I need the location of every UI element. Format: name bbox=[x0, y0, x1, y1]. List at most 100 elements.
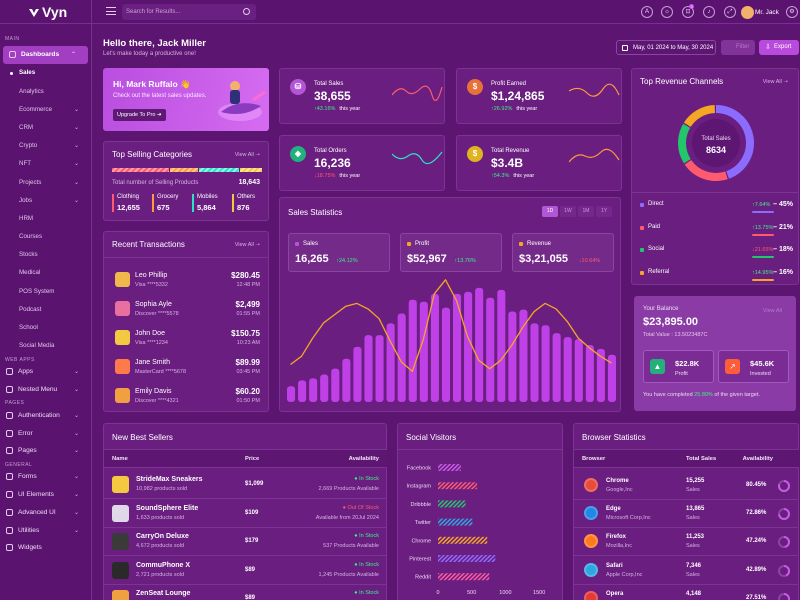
sidebar-subitem-hrm[interactable]: HRM bbox=[0, 209, 91, 227]
card-title: Top Revenue Channels bbox=[640, 77, 724, 86]
channel-paid[interactable]: Paid ↑13.75% – 21% bbox=[632, 222, 799, 242]
sidebar-item-error[interactable]: Error ⌄ bbox=[0, 424, 91, 442]
table-row[interactable]: CommuPhone X 2,721 products sold $89 ● In S… bbox=[104, 559, 387, 585]
stat-card-total-orders[interactable]: ◈ Total Orders 16,236 ↓18.75% this year bbox=[279, 135, 445, 191]
view-all-link[interactable]: View All ➝ bbox=[234, 152, 260, 158]
transaction-row[interactable]: Leo Phillip Visa ****5332 $280.45 12:48 PM bbox=[104, 270, 270, 292]
cart-badge: 3 bbox=[689, 4, 694, 9]
browser-name: Edge bbox=[606, 506, 621, 513]
table-row[interactable]: Chrome Google,Inc 15,255 Sales 80.45% bbox=[574, 474, 799, 500]
sidebar-subitem-pos-system[interactable]: POS System bbox=[0, 282, 91, 300]
table-header: Browser Total Sales Availability bbox=[574, 449, 799, 468]
product-sold: 1,633 products sold bbox=[136, 514, 185, 521]
category-others: Others 876 bbox=[232, 194, 255, 212]
channel-pct: – 45% bbox=[773, 201, 793, 208]
sidebar-subitem-podcast[interactable]: Podcast bbox=[0, 300, 91, 318]
sidebar-item-apps[interactable]: Apps ⌄ bbox=[0, 363, 91, 381]
channel-social[interactable]: Social ↓21.65% – 18% bbox=[632, 244, 799, 264]
sidebar-subitem-medical[interactable]: Medical bbox=[0, 264, 91, 282]
browser-sales: 13,865 bbox=[686, 506, 705, 513]
apps-icon bbox=[6, 368, 13, 376]
social-label-chrome: Chrome bbox=[411, 538, 431, 544]
channel-name: Referral bbox=[648, 268, 670, 275]
social-label-instagram: Instagram bbox=[407, 484, 432, 490]
sidebar-subitem-nft[interactable]: NFT ⌄ bbox=[0, 155, 91, 173]
sparkline bbox=[569, 148, 620, 163]
view-all-link[interactable]: View All ➝ bbox=[762, 79, 788, 85]
theme-icon[interactable]: ☼ bbox=[661, 6, 673, 18]
search-input[interactable]: Search for Results... bbox=[122, 4, 256, 20]
menu-toggle-icon[interactable] bbox=[106, 7, 116, 15]
transaction-row[interactable]: Emily Davis Discover ****4321 $60.20 01:50 … bbox=[104, 386, 270, 408]
sidebar-subitem-stocks[interactable]: Stocks bbox=[0, 246, 91, 264]
brand-logo[interactable]: Vyn bbox=[0, 0, 91, 24]
stat-card-profit-earned[interactable]: $ Profit Earned $1,24,865 ↑26.92% this year bbox=[456, 68, 622, 124]
sidebar-item-pages[interactable]: Pages ⌄ bbox=[0, 442, 91, 460]
stat-period: this year bbox=[339, 106, 361, 112]
sidebar-item-dashboards[interactable]: Dashboards ⌃ bbox=[3, 46, 88, 64]
transaction-row[interactable]: Sophia Ayle Discover ****5578 $2,499 01:55 … bbox=[104, 299, 270, 321]
table-row[interactable]: StrideMax Sneakers 10,982 products sold $1… bbox=[104, 473, 387, 499]
filter-button[interactable]: Filter bbox=[721, 40, 755, 55]
stat-card-total-sales[interactable]: ⛁ Total Sales 38,655 ↑43.16% this year bbox=[279, 68, 445, 124]
sales-box-value: $3,21,055 bbox=[519, 253, 568, 265]
sidebar-subitem-projects[interactable]: Projects ⌄ bbox=[0, 173, 91, 191]
settings-icon[interactable]: ⚙ bbox=[786, 6, 798, 18]
sidebar-item-advanced[interactable]: Advanced UI ⌄ bbox=[0, 503, 91, 521]
browser-org: Apple Corp,Inc bbox=[606, 571, 643, 578]
total-products-value: 18,643 bbox=[238, 179, 260, 186]
stat-card-total-revenue[interactable]: $ Total Revenue $3.4B ↑54.3% this year bbox=[456, 135, 622, 191]
sidebar-item-utilities[interactable]: Utilities ⌄ bbox=[0, 521, 91, 539]
table-row[interactable]: CarryOn Deluxe 4,672 products sold $179 ● I… bbox=[104, 530, 387, 556]
sidebar-subitem-crm[interactable]: CRM ⌄ bbox=[0, 118, 91, 136]
sidebar-subitem-school[interactable]: School bbox=[0, 318, 91, 336]
transaction-row[interactable]: John Doe Visa ****1234 $150.75 10:23 AM bbox=[104, 328, 270, 350]
transaction-row[interactable]: Jane Smith MasterCard ****5678 $89.99 03:45… bbox=[104, 357, 270, 379]
date-range-picker[interactable]: May, 01 2024 to May, 30 2024 bbox=[616, 40, 716, 55]
search-placeholder: Search for Results... bbox=[126, 9, 181, 15]
avatar[interactable] bbox=[741, 6, 754, 19]
sidebar-subitem-analytics[interactable]: Analytics bbox=[0, 82, 91, 100]
table-row[interactable]: Firefox Mozilla,Inc 11,253 Sales 47.24% bbox=[574, 530, 799, 557]
profit-box: ▲ $22.8K Profit bbox=[643, 350, 714, 383]
table-row[interactable]: OperaOpera,Inc4,148Sales27.51% bbox=[574, 587, 799, 600]
sidebar-item-forms[interactable]: Forms ⌄ bbox=[0, 468, 91, 486]
search-icon[interactable] bbox=[243, 8, 250, 15]
view-all-link[interactable]: View All bbox=[763, 308, 782, 314]
channel-direct[interactable]: Direct ↑7.64% – 45% bbox=[632, 199, 799, 219]
table-row[interactable]: Edge Microsoft Corp,Inc 13,865 Sales 72.86% bbox=[574, 502, 799, 529]
channel-name: Direct bbox=[648, 201, 664, 207]
export-button[interactable]: ⇩ Export bbox=[759, 40, 799, 55]
translate-icon[interactable]: A bbox=[641, 6, 653, 18]
sidebar-subitem-jobs[interactable]: Jobs ⌄ bbox=[0, 191, 91, 209]
table-row[interactable]: ZenSeat Lounge1,... products sold$89● In… bbox=[104, 587, 387, 600]
bell-icon[interactable]: ♪ bbox=[703, 6, 715, 18]
sidebar-item-widgets[interactable]: Widgets bbox=[0, 539, 91, 557]
upgrade-button[interactable]: Upgrade To Pro ➜ bbox=[113, 109, 166, 121]
sidebar-subitem-ecommerce[interactable]: Ecommerce ⌄ bbox=[0, 100, 91, 118]
table-header: Name Price Availability bbox=[104, 449, 387, 468]
edge-icon bbox=[584, 506, 598, 521]
view-all-link[interactable]: View All ➝ bbox=[234, 242, 260, 248]
sidebar-item-ui[interactable]: UI Elements ⌄ bbox=[0, 486, 91, 504]
fullscreen-icon[interactable]: ⤢ bbox=[724, 6, 736, 18]
box-icon: ◈ bbox=[290, 146, 306, 162]
donut-slice-direct bbox=[715, 105, 754, 179]
sparkline-path bbox=[569, 148, 620, 163]
tab-1d[interactable]: 1D bbox=[542, 206, 558, 217]
cart-icon[interactable]: ⊡ bbox=[682, 6, 694, 18]
tab-1w[interactable]: 1W bbox=[560, 206, 576, 217]
sidebar-subitem-courses[interactable]: Courses bbox=[0, 227, 91, 245]
sidebar-subitem-social-media[interactable]: Social Media bbox=[0, 337, 91, 355]
table-row[interactable]: SoundSphere Elite 1,633 products sold $109… bbox=[104, 502, 387, 528]
table-row[interactable]: Safari Apple Corp,Inc 7,346 Sales 42.89% bbox=[574, 559, 799, 585]
sidebar-subitem-crypto[interactable]: Crypto ⌄ bbox=[0, 137, 91, 155]
user-name[interactable]: Mr. Jack bbox=[755, 9, 779, 16]
sidebar-item-auth[interactable]: Authentication ⌄ bbox=[0, 406, 91, 424]
tab-1y[interactable]: 1Y bbox=[596, 206, 612, 217]
channel-referral[interactable]: Referral ↑14.95% – 16% bbox=[632, 267, 799, 287]
sidebar-item-nested[interactable]: Nested Menu ⌄ bbox=[0, 381, 91, 399]
sales-box-label: Sales bbox=[303, 241, 319, 247]
sidebar-subitem-sales[interactable]: Sales bbox=[0, 64, 91, 82]
tab-1m[interactable]: 1M bbox=[578, 206, 594, 217]
